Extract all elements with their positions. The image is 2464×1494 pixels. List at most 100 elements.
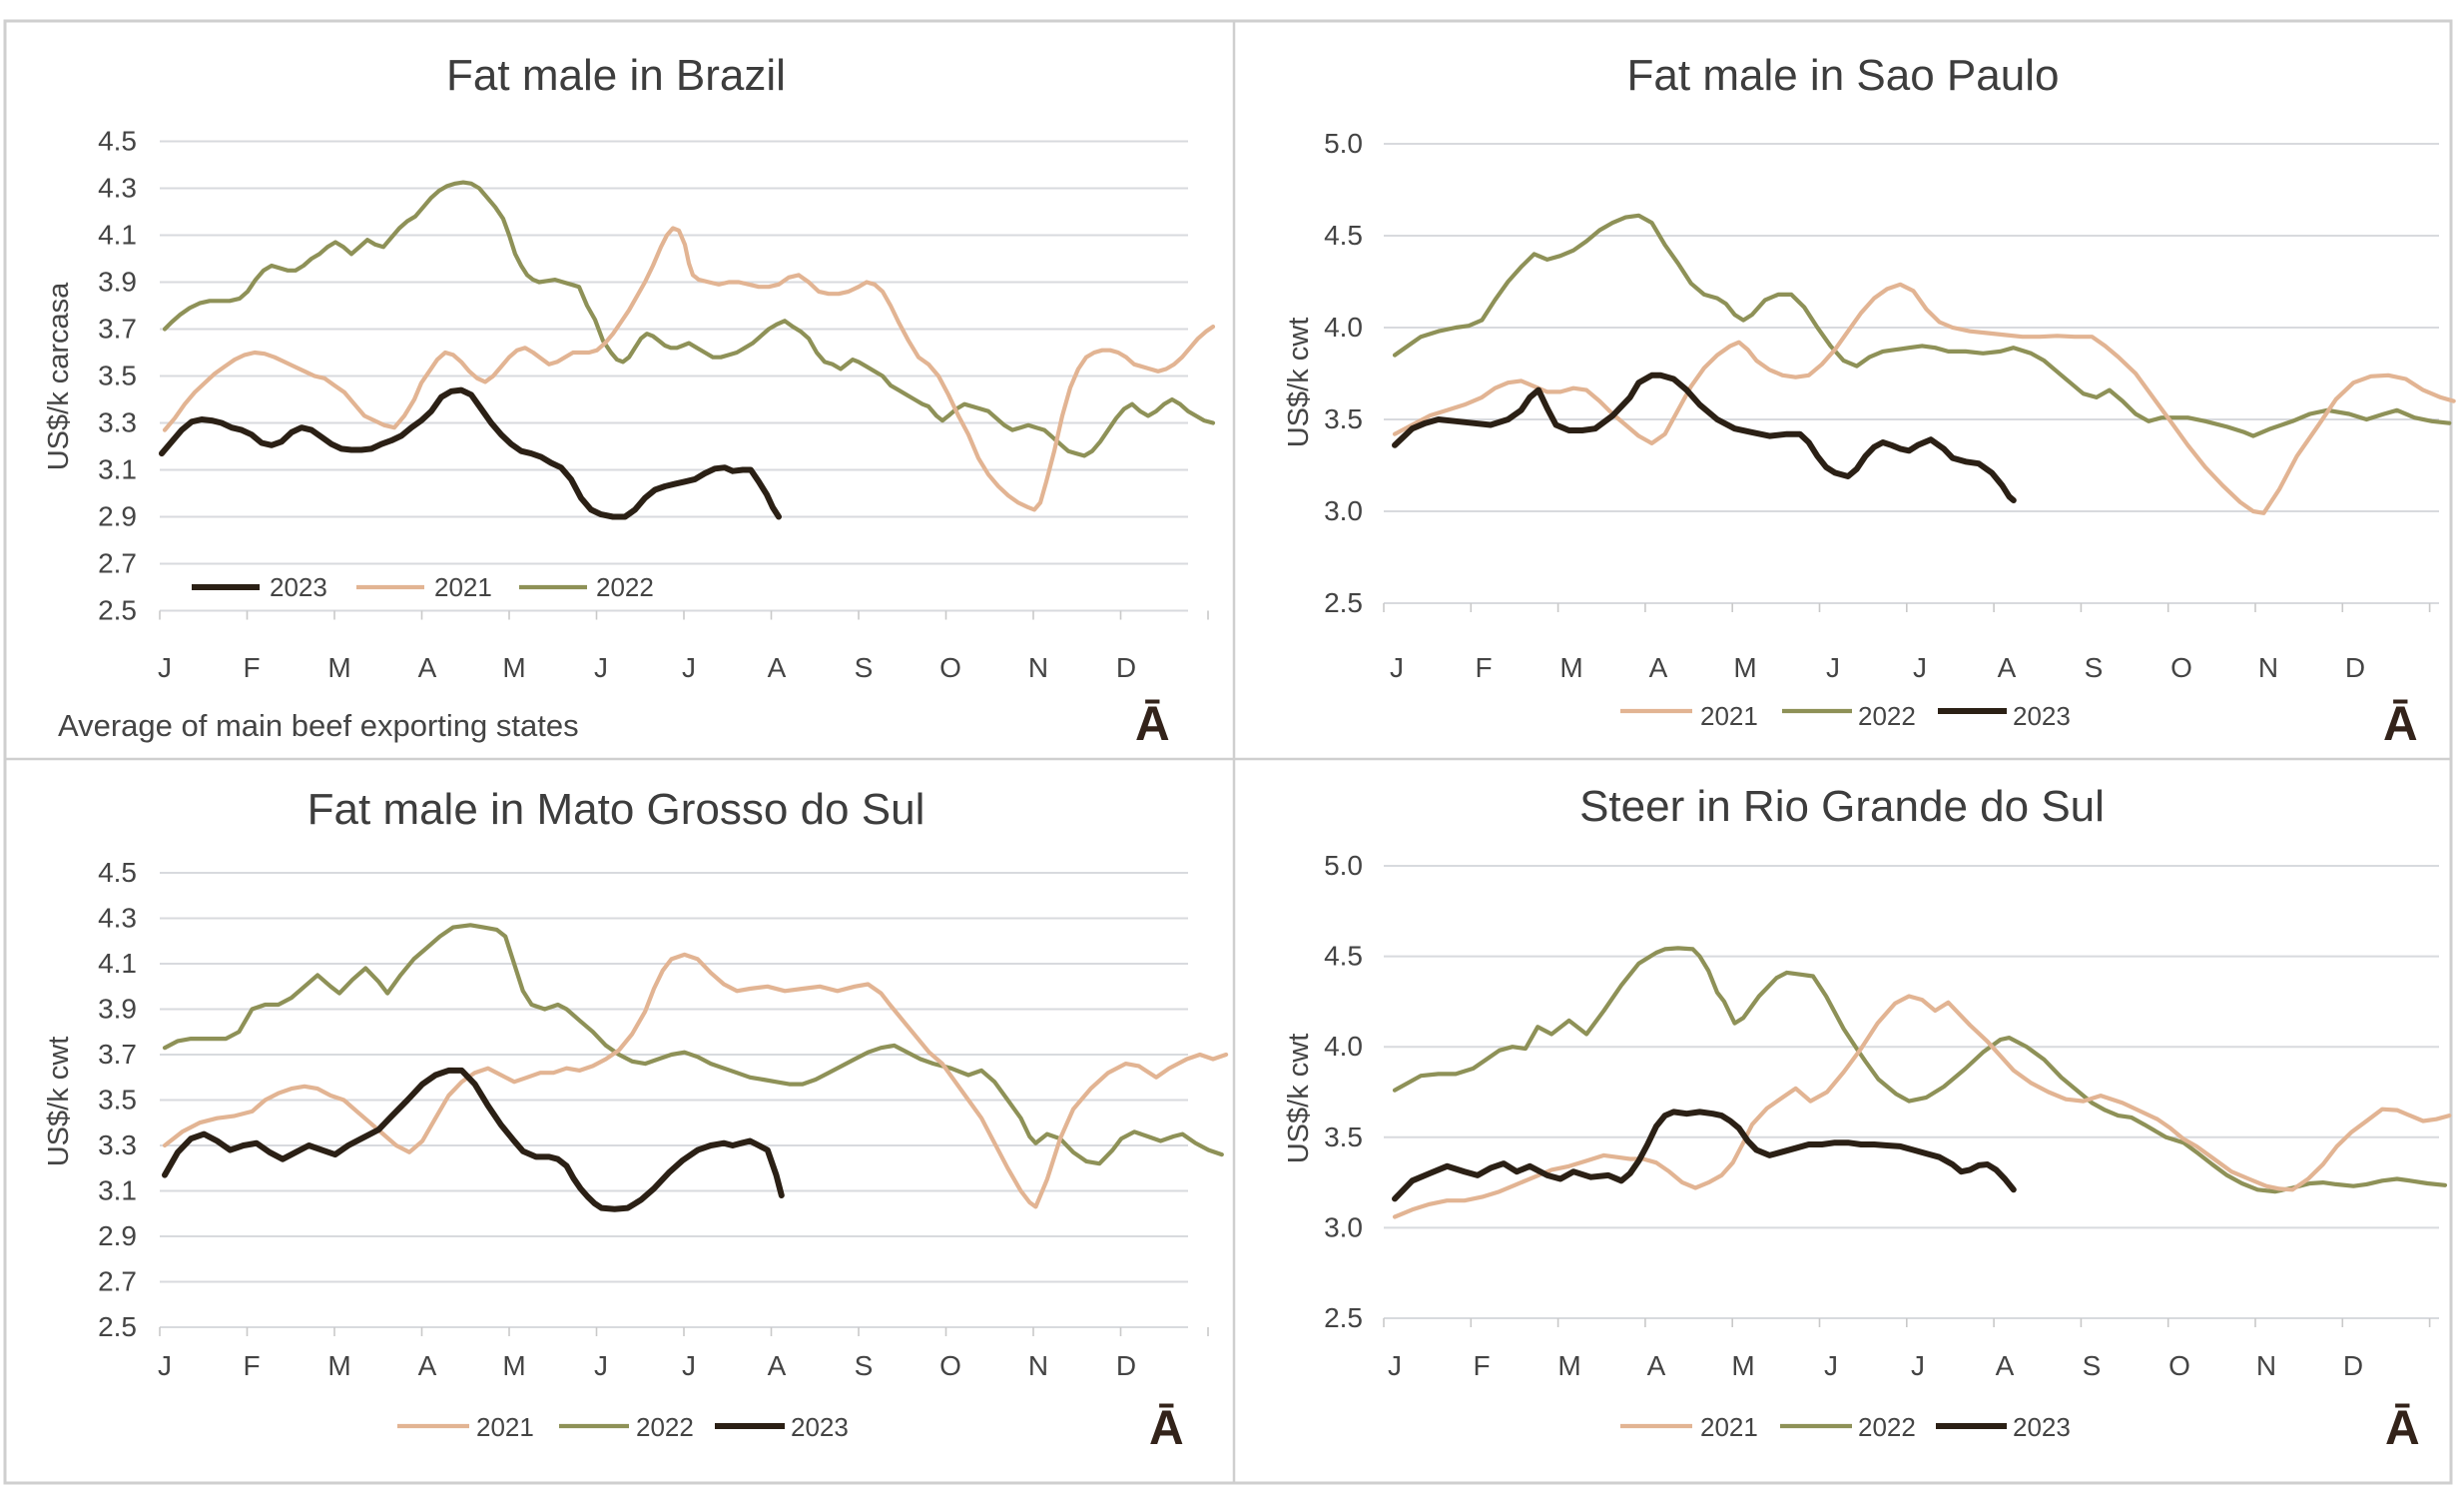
svg-text:3.5: 3.5 — [98, 361, 137, 391]
svg-text:J: J — [594, 1350, 608, 1381]
svg-text:4.5: 4.5 — [1324, 220, 1363, 251]
svg-text:D: D — [1116, 652, 1136, 683]
svg-text:2022: 2022 — [636, 1412, 694, 1442]
svg-text:S: S — [855, 652, 874, 683]
svg-text:Fat male in Brazil: Fat male in Brazil — [446, 51, 786, 100]
svg-text:M: M — [502, 652, 525, 683]
svg-text:M: M — [327, 1350, 350, 1381]
svg-text:J: J — [1913, 652, 1927, 683]
svg-text:2021: 2021 — [1700, 701, 1758, 731]
svg-text:4.0: 4.0 — [1324, 1031, 1363, 1062]
svg-text:D: D — [2345, 652, 2365, 683]
svg-text:3.0: 3.0 — [1324, 1211, 1363, 1242]
svg-text:3.1: 3.1 — [98, 454, 137, 485]
svg-text:A: A — [1996, 1350, 2015, 1381]
svg-text:M: M — [327, 652, 350, 683]
svg-text:2022: 2022 — [1858, 701, 1916, 731]
svg-text:N: N — [2258, 652, 2278, 683]
svg-text:US$/k cwt: US$/k cwt — [1283, 1034, 1315, 1164]
svg-text:4.1: 4.1 — [98, 948, 137, 979]
svg-text:2.5: 2.5 — [98, 595, 137, 626]
svg-text:4.5: 4.5 — [1324, 941, 1363, 972]
svg-text:3.3: 3.3 — [98, 1129, 137, 1160]
svg-text:2.9: 2.9 — [98, 1220, 137, 1251]
svg-text:J: J — [1388, 1350, 1402, 1381]
svg-text:3.9: 3.9 — [98, 994, 137, 1025]
svg-text:3.5: 3.5 — [1324, 1121, 1363, 1152]
svg-text:3.1: 3.1 — [98, 1175, 137, 1206]
svg-text:Ā: Ā — [2385, 1402, 2420, 1455]
svg-text:2.7: 2.7 — [98, 1266, 137, 1297]
svg-text:M: M — [1559, 652, 1582, 683]
svg-text:J: J — [1911, 1350, 1925, 1381]
svg-text:4.1: 4.1 — [98, 220, 137, 251]
svg-text:3.7: 3.7 — [98, 314, 137, 345]
svg-text:4.3: 4.3 — [98, 903, 137, 934]
svg-text:J: J — [1826, 652, 1840, 683]
svg-text:F: F — [243, 1350, 260, 1381]
svg-text:2021: 2021 — [434, 572, 492, 602]
svg-text:A: A — [1649, 652, 1668, 683]
svg-text:3.5: 3.5 — [98, 1085, 137, 1116]
svg-text:4.5: 4.5 — [98, 126, 137, 157]
svg-text:Ā: Ā — [1149, 1402, 1184, 1455]
svg-text:2.5: 2.5 — [1324, 587, 1363, 618]
svg-text:F: F — [1473, 1350, 1490, 1381]
svg-text:M: M — [1557, 1350, 1580, 1381]
svg-text:S: S — [855, 1350, 874, 1381]
svg-text:D: D — [2343, 1350, 2363, 1381]
svg-text:2023: 2023 — [2013, 1412, 2071, 1442]
svg-text:N: N — [2256, 1350, 2276, 1381]
svg-text:2023: 2023 — [270, 572, 327, 602]
svg-text:A: A — [768, 652, 787, 683]
svg-text:J: J — [158, 652, 172, 683]
svg-text:4.5: 4.5 — [98, 857, 137, 888]
svg-text:M: M — [1733, 652, 1756, 683]
svg-text:3.0: 3.0 — [1324, 495, 1363, 526]
svg-text:Fat male in Mato Grosso do Sul: Fat male in Mato Grosso do Sul — [308, 785, 925, 834]
svg-text:3.5: 3.5 — [1324, 403, 1363, 434]
svg-text:A: A — [418, 652, 437, 683]
svg-text:US$/k carcasa: US$/k carcasa — [43, 282, 75, 470]
svg-text:2023: 2023 — [791, 1412, 849, 1442]
svg-text:A: A — [1647, 1350, 1666, 1381]
svg-text:J: J — [682, 652, 696, 683]
svg-text:4.3: 4.3 — [98, 173, 137, 204]
svg-text:US$/k cwt: US$/k cwt — [1283, 318, 1315, 448]
svg-text:US$/k cwt: US$/k cwt — [43, 1037, 75, 1167]
svg-text:J: J — [158, 1350, 172, 1381]
svg-text:Ā: Ā — [1135, 698, 1170, 751]
svg-text:2021: 2021 — [1700, 1412, 1758, 1442]
svg-text:S: S — [2085, 652, 2104, 683]
svg-text:2.7: 2.7 — [98, 548, 137, 579]
svg-text:Fat male in Sao Paulo: Fat male in Sao Paulo — [1627, 51, 2060, 100]
svg-text:F: F — [243, 652, 260, 683]
svg-text:J: J — [1824, 1350, 1838, 1381]
svg-text:O: O — [939, 652, 961, 683]
svg-text:3.9: 3.9 — [98, 267, 137, 298]
svg-text:2023: 2023 — [2013, 701, 2071, 731]
svg-text:N: N — [1028, 1350, 1048, 1381]
svg-text:J: J — [682, 1350, 696, 1381]
svg-text:3.7: 3.7 — [98, 1039, 137, 1070]
svg-text:S: S — [2083, 1350, 2102, 1381]
svg-text:4.0: 4.0 — [1324, 312, 1363, 343]
svg-text:O: O — [2170, 652, 2192, 683]
svg-text:O: O — [2168, 1350, 2190, 1381]
svg-text:2022: 2022 — [596, 572, 654, 602]
svg-text:N: N — [1028, 652, 1048, 683]
svg-text:D: D — [1116, 1350, 1136, 1381]
svg-text:2.9: 2.9 — [98, 501, 137, 532]
svg-text:O: O — [939, 1350, 961, 1381]
svg-text:Average of main beef exporting: Average of main beef exporting states — [58, 708, 579, 743]
svg-text:J: J — [594, 652, 608, 683]
svg-text:5.0: 5.0 — [1324, 850, 1363, 881]
svg-text:A: A — [418, 1350, 437, 1381]
svg-text:A: A — [1998, 652, 2017, 683]
svg-text:3.3: 3.3 — [98, 407, 137, 438]
svg-text:A: A — [768, 1350, 787, 1381]
svg-text:M: M — [502, 1350, 525, 1381]
svg-text:Steer in Rio Grande do Sul: Steer in Rio Grande do Sul — [1579, 782, 2105, 831]
svg-text:J: J — [1390, 652, 1404, 683]
svg-text:2021: 2021 — [476, 1412, 534, 1442]
